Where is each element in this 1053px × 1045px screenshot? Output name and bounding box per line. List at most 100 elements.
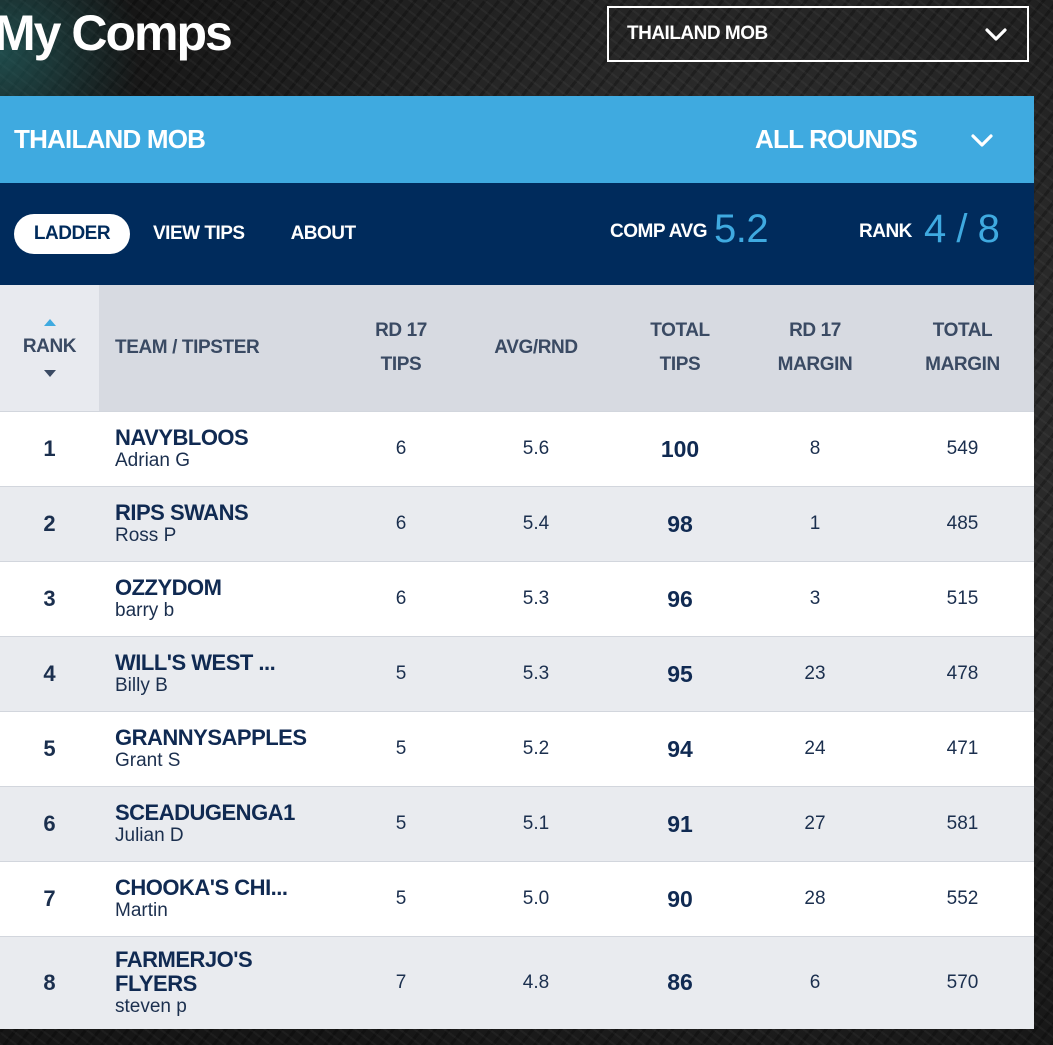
row-avg: 5.6 (451, 411, 621, 487)
table-row[interactable]: 5 GRANNYSAPPLES Grant S 5 5.2 94 24 471 (0, 711, 1034, 787)
row-team-cell: CHOOKA'S CHI... Martin (99, 861, 351, 937)
comp-avg-value: 5.2 (714, 207, 769, 251)
table-row[interactable]: 4 WILL'S WEST ... Billy B 5 5.3 95 23 47… (0, 636, 1034, 712)
row-total-margin: 581 (891, 786, 1034, 862)
team-name[interactable]: GRANNYSAPPLES (115, 725, 307, 750)
row-total-tips: 94 (621, 711, 739, 787)
comp-name: THAILAND MOB (14, 124, 206, 154)
row-rd-margin: 27 (739, 786, 891, 862)
column-header-total-tips[interactable]: TOTAL TIPS (621, 285, 739, 412)
chevron-down-icon (971, 133, 993, 147)
row-team-cell: SCEADUGENGA1 Julian D (99, 786, 351, 862)
row-rank: 6 (0, 786, 99, 862)
rank-label: RANK (859, 221, 912, 242)
team-name[interactable]: RIPS SWANS (115, 500, 249, 525)
comp-nav-bar: LADDER VIEW TIPS ABOUT COMP AVG 5.2 RANK… (0, 183, 1034, 285)
ladder-table: RANK TEAM / TIPSTER RD 17 TIPS AVG/RND T… (0, 285, 1034, 1029)
column-header-rank[interactable]: RANK (0, 285, 99, 412)
row-team-cell: NAVYBLOOS Adrian G (99, 411, 351, 487)
row-total-margin: 478 (891, 636, 1034, 712)
sort-down-icon (43, 370, 56, 377)
row-team-cell: GRANNYSAPPLES Grant S (99, 711, 351, 787)
tipster-name: Adrian G (115, 450, 190, 471)
table-row[interactable]: 2 RIPS SWANS Ross P 6 5.4 98 1 485 (0, 486, 1034, 562)
row-total-margin: 549 (891, 411, 1034, 487)
comp-selector-dropdown[interactable]: THAILAND MOB (607, 6, 1029, 62)
tipster-name: barry b (115, 600, 175, 621)
row-total-margin: 515 (891, 561, 1034, 637)
row-team-cell: RIPS SWANS Ross P (99, 486, 351, 562)
table-row[interactable]: 6 SCEADUGENGA1 Julian D 5 5.1 91 27 581 (0, 786, 1034, 862)
row-rank: 2 (0, 486, 99, 562)
rank-value: 4 / 8 (924, 207, 1000, 251)
round-filter-dropdown[interactable]: ALL ROUNDS (755, 124, 1034, 155)
column-header-total-margin[interactable]: TOTAL MARGIN (891, 285, 1034, 412)
comp-selector-value: THAILAND MOB (627, 23, 768, 44)
chevron-down-icon (985, 28, 1007, 41)
tipster-name: Billy B (115, 675, 168, 696)
table-row[interactable]: 1 NAVYBLOOS Adrian G 6 5.6 100 8 549 (0, 411, 1034, 487)
row-avg: 5.4 (451, 486, 621, 562)
row-avg: 5.3 (451, 636, 621, 712)
row-total-tips: 100 (621, 411, 739, 487)
row-team-cell: WILL'S WEST ... Billy B (99, 636, 351, 712)
team-name[interactable]: SCEADUGENGA1 (115, 800, 295, 825)
tab-ladder[interactable]: LADDER (14, 214, 130, 254)
tab-about[interactable]: ABOUT (290, 223, 357, 244)
row-total-margin: 485 (891, 486, 1034, 562)
tab-view-tips[interactable]: VIEW TIPS (153, 223, 245, 244)
column-header-rd-margin[interactable]: RD 17 MARGIN (739, 285, 891, 412)
team-name[interactable]: FARMERJO'S FLYERS (115, 946, 253, 996)
row-rd-tips: 5 (351, 711, 451, 787)
row-rank: 3 (0, 561, 99, 637)
row-rd-margin: 6 (739, 936, 891, 1029)
page-title: My Comps (0, 5, 233, 61)
row-rd-margin: 24 (739, 711, 891, 787)
row-rd-margin: 28 (739, 861, 891, 937)
row-rd-margin: 3 (739, 561, 891, 637)
row-rank: 4 (0, 636, 99, 712)
table-row[interactable]: 8 FARMERJO'S FLYERS steven p 7 4.8 86 6 … (0, 936, 1034, 1029)
tipster-name: Martin (115, 900, 168, 921)
row-rd-tips: 5 (351, 636, 451, 712)
column-header-team[interactable]: TEAM / TIPSTER (99, 285, 351, 412)
table-row[interactable]: 3 OZZYDOM barry b 6 5.3 96 3 515 (0, 561, 1034, 637)
row-total-tips: 98 (621, 486, 739, 562)
row-rank: 5 (0, 711, 99, 787)
comp-avg-label: COMP AVG (610, 221, 708, 242)
row-rd-margin: 8 (739, 411, 891, 487)
team-name[interactable]: OZZYDOM (115, 575, 222, 600)
row-avg: 5.0 (451, 861, 621, 937)
comp-header-bar: THAILAND MOB ALL ROUNDS (0, 96, 1034, 183)
column-header-rank-label: RANK (22, 336, 77, 357)
team-name[interactable]: NAVYBLOOS (115, 425, 249, 450)
row-total-tips: 95 (621, 636, 739, 712)
tipster-name: Julian D (115, 825, 184, 846)
row-avg: 5.3 (451, 561, 621, 637)
tipster-name: steven p (115, 995, 187, 1017)
row-total-tips: 96 (621, 561, 739, 637)
row-avg: 5.2 (451, 711, 621, 787)
row-rd-margin: 23 (739, 636, 891, 712)
row-rank: 8 (0, 936, 99, 1029)
row-rd-tips: 6 (351, 411, 451, 487)
row-rd-tips: 5 (351, 786, 451, 862)
sort-up-icon (43, 319, 56, 326)
row-team-cell: OZZYDOM barry b (99, 561, 351, 637)
row-avg: 4.8 (451, 936, 621, 1029)
team-name[interactable]: CHOOKA'S CHI... (115, 875, 288, 900)
row-rd-tips: 6 (351, 486, 451, 562)
row-team-cell: FARMERJO'S FLYERS steven p (99, 936, 351, 1029)
row-rd-tips: 6 (351, 561, 451, 637)
table-row[interactable]: 7 CHOOKA'S CHI... Martin 5 5.0 90 28 552 (0, 861, 1034, 937)
team-name[interactable]: WILL'S WEST ... (115, 650, 276, 675)
row-total-tips: 90 (621, 861, 739, 937)
comp-panel: THAILAND MOB ALL ROUNDS LADDER VIEW TIPS… (0, 96, 1034, 1029)
row-rank: 1 (0, 411, 99, 487)
row-total-tips: 86 (621, 936, 739, 1029)
column-header-avg[interactable]: AVG/RND (451, 285, 621, 412)
row-total-tips: 91 (621, 786, 739, 862)
column-header-rd-tips[interactable]: RD 17 TIPS (351, 285, 451, 412)
row-total-margin: 471 (891, 711, 1034, 787)
row-total-margin: 570 (891, 936, 1034, 1029)
